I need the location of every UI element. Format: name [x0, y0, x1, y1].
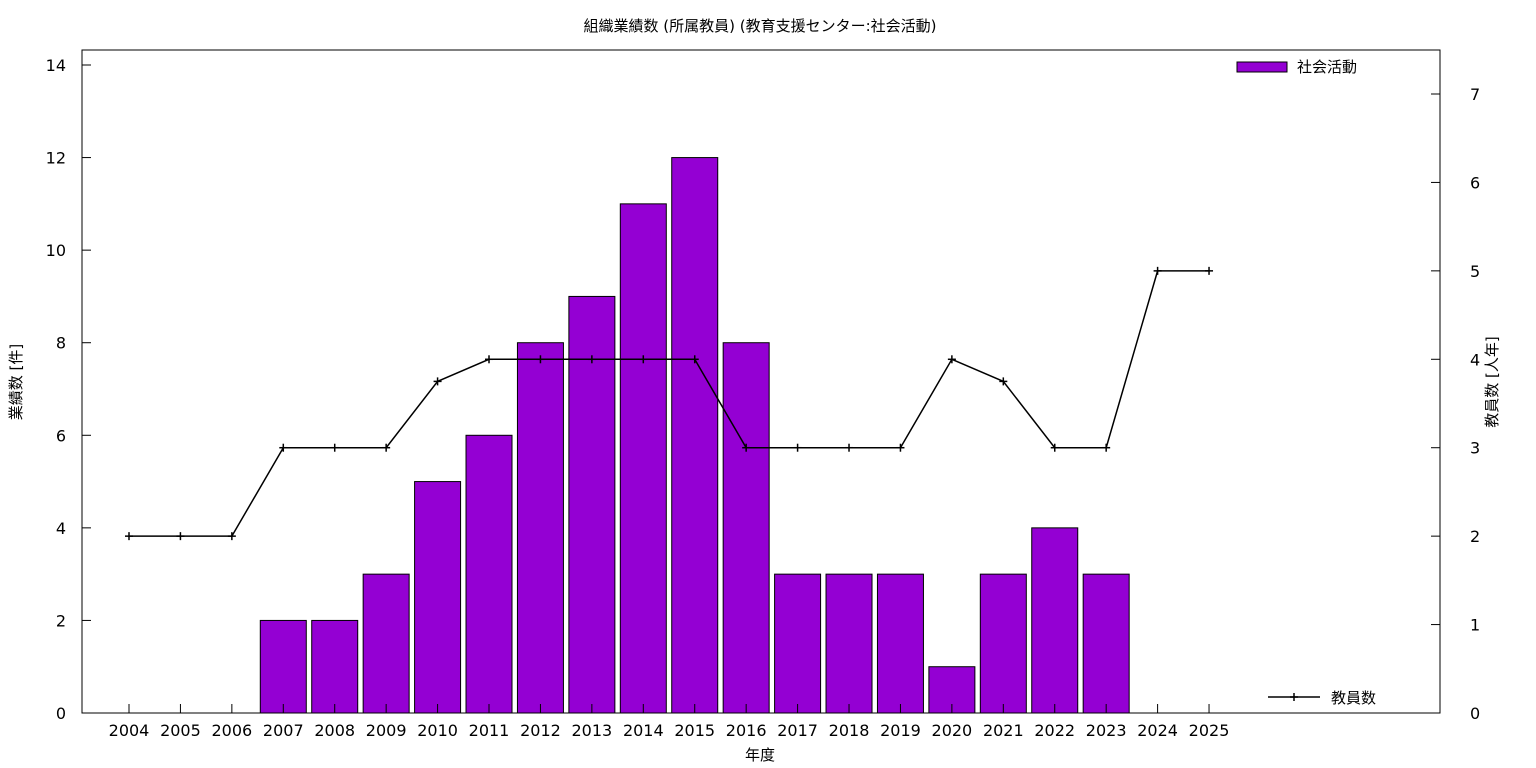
legend-bar: 社会活動 — [1236, 58, 1357, 76]
x-tick-label-2011: 2011 — [469, 721, 510, 740]
x-tick-label-2005: 2005 — [160, 721, 201, 740]
line-point-2017 — [793, 443, 802, 452]
line-point-2005 — [176, 532, 185, 541]
y-tick-label-14: 14 — [46, 56, 66, 75]
line-point-2022 — [1050, 443, 1059, 452]
y-tick-label-10: 10 — [46, 241, 66, 260]
line-point-2020 — [947, 355, 956, 364]
line-point-2009 — [382, 443, 391, 452]
bar-2012 — [516, 342, 564, 714]
x-tick-label-2004: 2004 — [109, 721, 150, 740]
y-tick-label-8: 8 — [56, 334, 66, 353]
y2-tick-label-3: 3 — [1470, 439, 1480, 458]
line-point-2024 — [1153, 266, 1162, 275]
line-point-2007 — [279, 443, 288, 452]
legend-bar-swatch — [1236, 61, 1288, 73]
legend-line: 教員数 — [1268, 689, 1376, 707]
y-axis-label: 業績数 [件] — [7, 344, 25, 420]
chart-title: 組織業績数 (所属教員) (教育支援センター:社会活動) — [583, 17, 936, 35]
line-point-2025 — [1205, 266, 1214, 275]
line-layer — [125, 266, 1214, 541]
bar-2019 — [876, 573, 924, 714]
line-point-2004 — [125, 532, 133, 541]
y2-tick-label-4: 4 — [1470, 350, 1480, 369]
x-tick-label-2016: 2016 — [726, 721, 767, 740]
x-tick-label-2015: 2015 — [674, 721, 715, 740]
x-tick-label-2025: 2025 — [1189, 721, 1230, 740]
series-line-teachers — [129, 270, 1210, 537]
x-tick-label-2022: 2022 — [1034, 721, 1075, 740]
bar-2022 — [1031, 527, 1079, 714]
bar-2018 — [825, 573, 873, 714]
x-tick-label-2018: 2018 — [829, 721, 870, 740]
bar-2007 — [259, 619, 307, 714]
line-point-2008 — [330, 443, 339, 452]
line-point-2006 — [227, 532, 236, 541]
y2-tick-label-1: 1 — [1470, 616, 1480, 635]
x-tick-label-2009: 2009 — [366, 721, 407, 740]
x-tick-label-2023: 2023 — [1086, 721, 1127, 740]
bar-2008 — [311, 619, 359, 714]
line-point-2010 — [433, 377, 442, 386]
bar-2011 — [465, 434, 513, 714]
x-tick-label-2019: 2019 — [880, 721, 921, 740]
legend-bar-label: 社会活動 — [1297, 58, 1357, 76]
line-point-2018 — [845, 443, 854, 452]
y2-tick-label-7: 7 — [1470, 85, 1480, 104]
line-point-2023 — [1102, 443, 1111, 452]
x-tick-label-2013: 2013 — [572, 721, 613, 740]
x-tick-label-2014: 2014 — [623, 721, 664, 740]
x-tick-label-2012: 2012 — [520, 721, 561, 740]
line-point-2012 — [536, 355, 545, 364]
bar-2017 — [774, 573, 822, 714]
y-tick-label-4: 4 — [56, 519, 66, 538]
y-tick-label-12: 12 — [46, 149, 66, 168]
x-tick-label-2017: 2017 — [777, 721, 818, 740]
x-tick-label-2024: 2024 — [1137, 721, 1178, 740]
legend-line-label: 教員数 — [1331, 689, 1376, 707]
x-tick-label-2021: 2021 — [983, 721, 1024, 740]
plot-frame — [81, 49, 1441, 714]
bar-2015 — [671, 157, 719, 714]
y2-tick-label-0: 0 — [1470, 704, 1480, 723]
x-tick-label-2010: 2010 — [417, 721, 458, 740]
y2-tick-label-2: 2 — [1470, 527, 1480, 546]
y-tick-label-0: 0 — [56, 704, 66, 723]
bar-2013 — [568, 295, 616, 714]
bar-2010 — [414, 481, 462, 714]
line-point-2016 — [742, 443, 751, 452]
bars-layer — [259, 157, 1130, 714]
y-tick-label-6: 6 — [56, 426, 66, 445]
bar-2021 — [979, 573, 1027, 714]
line-point-2014 — [639, 355, 648, 364]
y2-axis-label: 教員数 [人年] — [1483, 336, 1501, 427]
y2-tick-label-5: 5 — [1470, 262, 1480, 281]
y2-tick-label-6: 6 — [1470, 173, 1480, 192]
bar-2016 — [722, 342, 770, 714]
y-tick-label-2: 2 — [56, 611, 66, 630]
bar-2009 — [362, 573, 410, 714]
line-point-2015 — [690, 355, 699, 364]
line-point-2021 — [999, 377, 1008, 386]
x-tick-label-2020: 2020 — [932, 721, 973, 740]
line-point-2013 — [587, 355, 596, 364]
x-axis-label: 年度 — [745, 746, 775, 764]
bar-2023 — [1082, 573, 1130, 714]
bar-2014 — [619, 203, 667, 714]
x-tick-label-2006: 2006 — [212, 721, 253, 740]
line-point-2011 — [485, 355, 494, 364]
line-point-2019 — [896, 443, 905, 452]
x-tick-label-2008: 2008 — [314, 721, 355, 740]
x-tick-label-2007: 2007 — [263, 721, 304, 740]
